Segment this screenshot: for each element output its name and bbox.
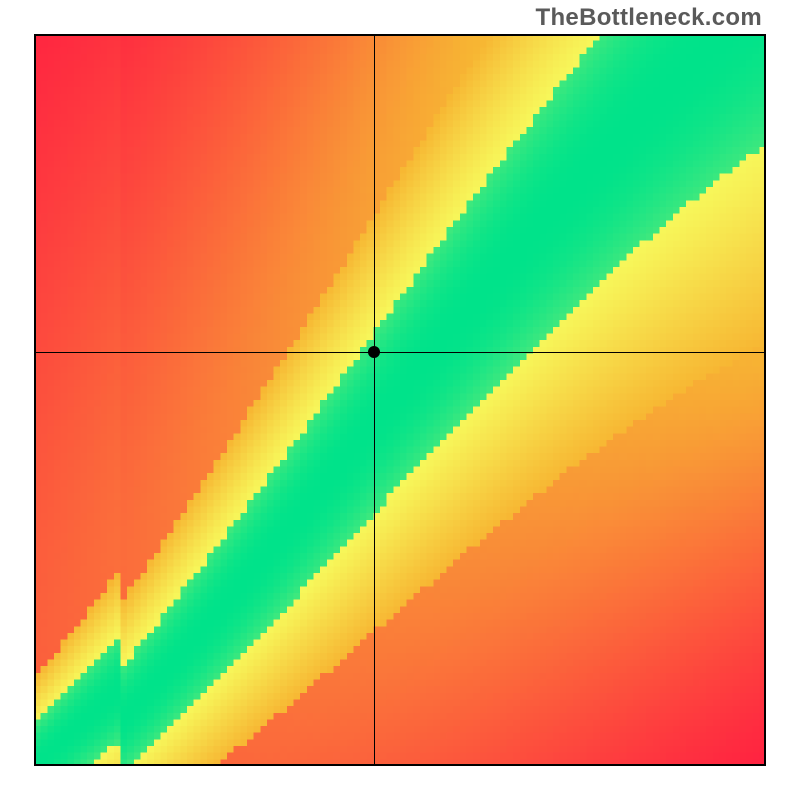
- data-point-marker: [368, 346, 380, 358]
- plot-border-top: [34, 34, 766, 36]
- chart-container: { "watermark": { "text": "TheBottleneck.…: [0, 0, 800, 800]
- watermark-text: TheBottleneck.com: [536, 4, 762, 32]
- heatmap-canvas: [34, 34, 766, 766]
- plot-border-left: [34, 34, 36, 766]
- plot-border-bottom: [34, 764, 766, 766]
- crosshair-vertical: [374, 35, 375, 765]
- plot-border-right: [764, 34, 766, 766]
- crosshair-horizontal: [35, 352, 765, 353]
